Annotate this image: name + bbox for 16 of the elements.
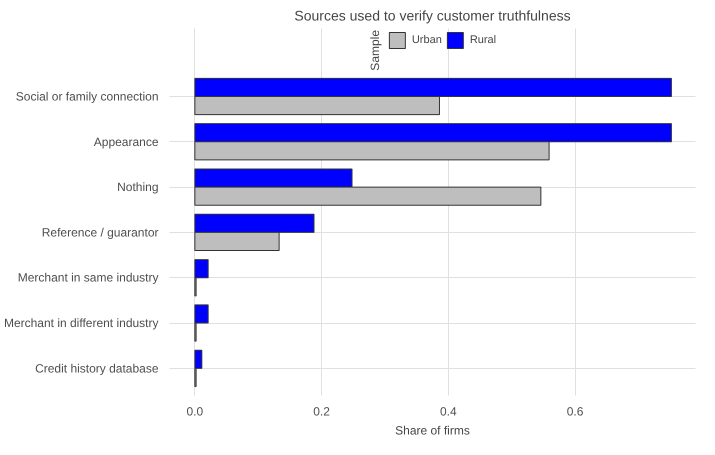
x-tick-label: 0.4	[440, 404, 458, 418]
y-tick-label: Reference / guarantor	[42, 225, 159, 240]
y-tick-label: Social or family connection	[16, 89, 158, 104]
x-tick-label: 0.6	[566, 404, 584, 418]
chart-title: Sources used to verify customer truthfulness	[294, 8, 571, 24]
y-tick-label: Appearance	[94, 134, 159, 149]
y-tick-label: Credit history database	[35, 361, 159, 376]
y-tick-label: Merchant in different industry	[4, 316, 159, 330]
y-tick-label: Nothing	[117, 180, 159, 194]
x-tick-label: 0.2	[313, 404, 330, 418]
legend-label: Urban	[412, 34, 442, 46]
y-tick-label: Merchant in same industry	[18, 270, 159, 285]
x-tick-label: 0.0	[186, 404, 204, 418]
legend-title: Sample	[368, 30, 382, 71]
x-axis-title: Share of firms	[395, 424, 470, 438]
legend-label: Rural	[470, 34, 496, 46]
